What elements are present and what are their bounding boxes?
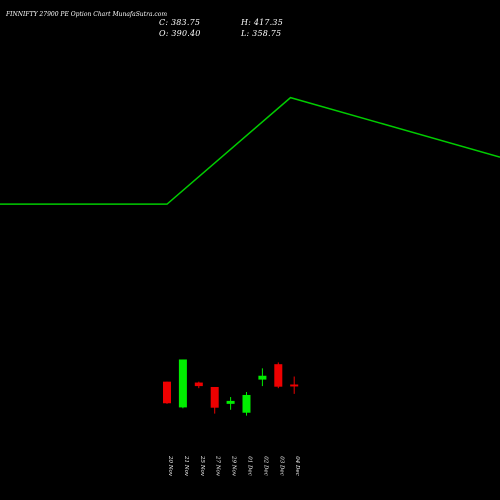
- close-value: C: 383.75: [159, 18, 201, 27]
- candle-29-nov: [226, 397, 235, 410]
- candle-21-nov: [178, 359, 187, 409]
- x-tick-label: 01 Dec: [247, 456, 253, 476]
- x-axis-ticks: 20 Nov 21 Nov 25 Nov 27 Nov 29 Nov 01 Dec 02 D…: [167, 455, 300, 477]
- candle-20-nov: [163, 381, 171, 404]
- candle-body: [194, 382, 203, 387]
- candle-body: [163, 381, 171, 404]
- candle-body: [290, 384, 299, 387]
- candle-27-nov: [210, 386, 219, 414]
- x-tick-label: 25 Nov: [199, 455, 205, 477]
- candle-03-dec: [274, 362, 283, 389]
- candle-02-dec: [258, 368, 267, 387]
- line-series: [0, 96, 500, 205]
- candle-25-nov: [194, 381, 203, 389]
- candle-body: [226, 400, 235, 404]
- low-value: L: 358.75: [241, 29, 282, 38]
- candle-body: [274, 364, 283, 387]
- high-value: H: 417.35: [241, 18, 284, 27]
- x-tick-label: 03 Dec: [278, 456, 284, 476]
- candle-body: [258, 375, 267, 380]
- candle-04-dec: [290, 376, 299, 394]
- candles: [163, 359, 299, 416]
- x-tick-label: 04 Dec: [294, 456, 300, 476]
- x-tick-label: 27 Nov: [215, 455, 221, 477]
- candle-body: [210, 386, 219, 408]
- x-tick-label: 29 Nov: [231, 455, 237, 477]
- x-tick-label: 21 Nov: [183, 455, 189, 477]
- candle-01-dec: [242, 392, 251, 416]
- x-tick-label: 20 Nov: [167, 455, 173, 477]
- line-series-path: [0, 96, 500, 205]
- chart-title: FINNIFTY 27900 PE Option Chart MunafaSut…: [6, 11, 168, 18]
- x-tick-label: 02 Dec: [262, 456, 268, 476]
- candle-body: [178, 359, 187, 408]
- candle-body: [242, 394, 251, 413]
- open-value: O: 390.40: [159, 29, 201, 38]
